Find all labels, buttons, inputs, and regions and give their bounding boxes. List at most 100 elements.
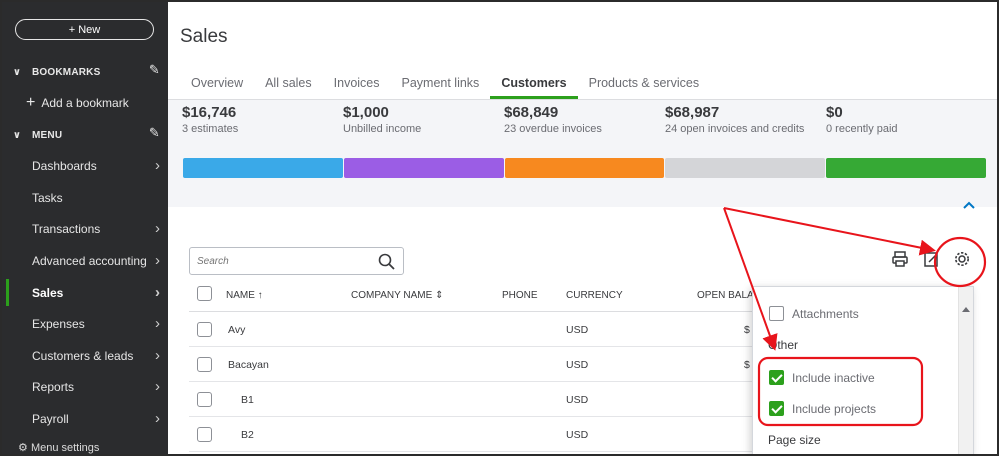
tab-overview[interactable]: Overview bbox=[191, 76, 244, 90]
row-checkbox[interactable] bbox=[197, 427, 212, 442]
sidebar-item-label: Advanced accounting bbox=[32, 253, 147, 268]
column-header-company[interactable]: COMPANY NAME ⇕ bbox=[351, 290, 444, 301]
gear-icon[interactable] bbox=[953, 250, 975, 272]
sidebar-item-transactions[interactable]: Transactions › bbox=[2, 213, 168, 244]
sidebar-item-dashboards[interactable]: Dashboards › bbox=[2, 150, 168, 181]
panel-scrollbar[interactable] bbox=[958, 287, 973, 454]
money-bar-open[interactable] bbox=[665, 158, 825, 178]
stat-unbilled[interactable]: $1,000 Unbilled income bbox=[343, 104, 421, 135]
stat-amount: $0 bbox=[826, 104, 843, 121]
chevron-right-icon: › bbox=[155, 410, 160, 427]
column-header-currency[interactable]: CURRENCY bbox=[566, 290, 623, 301]
bookmarks-section-header[interactable]: ∨ BOOKMARKS ✎ bbox=[2, 59, 168, 85]
project-name[interactable]: B1 bbox=[241, 394, 254, 406]
sidebar: + New ∨ BOOKMARKS ✎ + Add a bookmark ∨ M… bbox=[2, 2, 168, 454]
table-row[interactable]: B2 USD bbox=[189, 417, 769, 452]
sidebar-item-reports[interactable]: Reports › bbox=[2, 371, 168, 402]
tab-customers[interactable]: Customers bbox=[490, 72, 578, 99]
collapse-summary-button[interactable] bbox=[957, 198, 981, 222]
add-bookmark-button[interactable]: + Add a bookmark bbox=[2, 90, 168, 116]
menu-section-header[interactable]: ∨ MENU ✎ bbox=[2, 122, 168, 148]
customer-currency: USD bbox=[566, 394, 589, 406]
search-icon[interactable] bbox=[378, 253, 395, 275]
sidebar-item-label: Tasks bbox=[32, 190, 63, 205]
pencil-icon[interactable]: ✎ bbox=[148, 125, 160, 140]
sidebar-item-label: Sales bbox=[32, 285, 64, 300]
stat-overdue[interactable]: $68,849 23 overdue invoices bbox=[504, 104, 602, 135]
menu-settings-label: Menu settings bbox=[30, 442, 100, 454]
stat-amount: $68,849 bbox=[504, 104, 559, 121]
add-bookmark-label: Add a bookmark bbox=[41, 96, 129, 110]
row-checkbox[interactable] bbox=[197, 392, 212, 407]
select-all-checkbox[interactable] bbox=[197, 286, 212, 301]
stat-amount: $1,000 bbox=[343, 104, 389, 121]
chevron-right-icon: › bbox=[155, 284, 160, 301]
sidebar-item-advanced-accounting[interactable]: Advanced accounting › bbox=[2, 245, 168, 276]
customer-currency: USD bbox=[566, 324, 589, 336]
row-checkbox[interactable] bbox=[197, 357, 212, 372]
stat-label: 24 open invoices and credits bbox=[665, 123, 805, 135]
tab-products-services[interactable]: Products & services bbox=[588, 76, 700, 90]
customer-name[interactable]: Bacayan bbox=[228, 359, 269, 371]
sidebar-item-sales[interactable]: Sales › bbox=[2, 277, 168, 308]
chevron-right-icon: › bbox=[155, 315, 160, 332]
table-header: NAME ↑ COMPANY NAME ⇕ PHONE CURRENCY OPE… bbox=[189, 278, 769, 312]
customer-balance: $ bbox=[744, 324, 750, 336]
include-projects-option[interactable]: Include projects bbox=[769, 401, 876, 416]
bookmarks-label: BOOKMARKS bbox=[32, 66, 101, 78]
include-inactive-label: Include inactive bbox=[792, 370, 875, 385]
column-header-phone[interactable]: PHONE bbox=[502, 290, 538, 301]
export-icon[interactable] bbox=[923, 250, 945, 272]
money-bar-paid[interactable] bbox=[826, 158, 986, 178]
stat-amount: $68,987 bbox=[665, 104, 720, 121]
tab-all-sales[interactable]: All sales bbox=[265, 76, 312, 90]
stat-label: 23 overdue invoices bbox=[504, 123, 602, 135]
menu-settings-link[interactable]: ⚙ Menu settings bbox=[18, 441, 99, 454]
search-field[interactable] bbox=[189, 247, 404, 275]
include-inactive-checkbox[interactable] bbox=[769, 370, 784, 385]
table-row[interactable]: Avy USD $ bbox=[189, 312, 769, 347]
include-projects-checkbox[interactable] bbox=[769, 401, 784, 416]
stat-open-invoices[interactable]: $68,987 24 open invoices and credits bbox=[665, 104, 804, 135]
money-bar: $16,746 3 estimates $1,000 Unbilled inco… bbox=[168, 100, 997, 207]
attachments-option[interactable]: Attachments bbox=[769, 306, 859, 321]
include-projects-label: Include projects bbox=[792, 401, 877, 416]
money-bar-overdue[interactable] bbox=[505, 158, 664, 178]
sidebar-item-label: Dashboards bbox=[32, 158, 97, 173]
column-header-name[interactable]: NAME ↑ bbox=[226, 290, 263, 301]
row-checkbox[interactable] bbox=[197, 322, 212, 337]
table-row[interactable]: Bacayan USD $ bbox=[189, 347, 769, 382]
customer-balance: $ bbox=[744, 359, 750, 371]
plus-icon: + bbox=[26, 94, 36, 111]
money-bar-unbilled[interactable] bbox=[344, 158, 504, 178]
attachments-checkbox[interactable] bbox=[769, 306, 784, 321]
money-bar-estimates[interactable] bbox=[183, 158, 343, 178]
scroll-up-arrow-icon[interactable] bbox=[962, 307, 970, 312]
tab-payment-links[interactable]: Payment links bbox=[401, 76, 480, 90]
sidebar-item-expenses[interactable]: Expenses › bbox=[2, 308, 168, 339]
customer-currency: USD bbox=[566, 429, 589, 441]
tabs-divider bbox=[168, 99, 997, 100]
project-name[interactable]: B2 bbox=[241, 429, 254, 441]
customer-name[interactable]: Avy bbox=[228, 324, 246, 336]
stat-label: 3 estimates bbox=[182, 123, 239, 135]
chevron-right-icon: › bbox=[155, 157, 160, 174]
sidebar-item-label: Customers & leads bbox=[32, 348, 134, 363]
stat-label: Unbilled income bbox=[343, 123, 422, 135]
chevron-down-icon: ∨ bbox=[12, 129, 22, 141]
gear-icon: ⚙ bbox=[18, 442, 28, 454]
sidebar-item-payroll[interactable]: Payroll › bbox=[2, 403, 168, 434]
chevron-up-icon bbox=[963, 201, 975, 209]
print-icon[interactable] bbox=[891, 250, 913, 272]
stat-recently-paid[interactable]: $0 0 recently paid bbox=[826, 104, 898, 135]
sidebar-item-tasks[interactable]: Tasks bbox=[2, 182, 168, 213]
sidebar-item-customers-leads[interactable]: Customers & leads › bbox=[2, 340, 168, 371]
new-button[interactable]: + New bbox=[15, 19, 154, 40]
search-input[interactable] bbox=[190, 248, 370, 274]
include-inactive-option[interactable]: Include inactive bbox=[769, 370, 875, 385]
pencil-icon[interactable]: ✎ bbox=[148, 62, 160, 77]
table-row[interactable]: B1 USD bbox=[189, 382, 769, 417]
stat-estimates[interactable]: $16,746 3 estimates bbox=[182, 104, 238, 135]
tab-invoices[interactable]: Invoices bbox=[333, 76, 380, 90]
table-settings-panel: Attachments Other Include inactive Inclu… bbox=[752, 286, 974, 454]
